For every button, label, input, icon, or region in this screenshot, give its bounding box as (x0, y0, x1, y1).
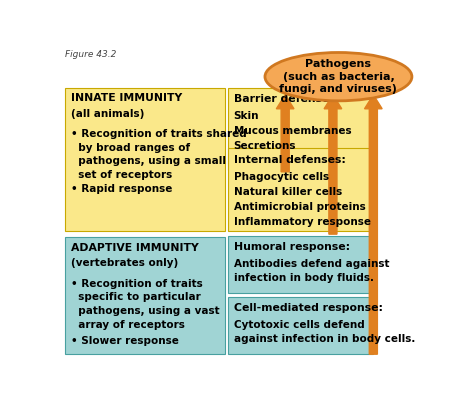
Text: Figure 43.2: Figure 43.2 (65, 50, 116, 59)
Text: Mucous membranes: Mucous membranes (234, 126, 351, 136)
Text: Cytotoxic cells defend
against infection in body cells.: Cytotoxic cells defend against infection… (234, 320, 415, 343)
Text: Phagocytic cells: Phagocytic cells (234, 172, 329, 182)
Text: • Recognition of traits
  specific to particular
  pathogens, using a vast
  arr: • Recognition of traits specific to part… (72, 279, 220, 330)
FancyBboxPatch shape (228, 296, 374, 354)
Text: ADAPTIVE IMMUNITY: ADAPTIVE IMMUNITY (72, 243, 199, 253)
FancyBboxPatch shape (65, 87, 225, 231)
Text: Natural killer cells: Natural killer cells (234, 187, 342, 197)
FancyArrow shape (324, 95, 342, 234)
Text: Inflammatory response: Inflammatory response (234, 217, 371, 227)
FancyBboxPatch shape (65, 237, 225, 354)
Text: Skin: Skin (234, 111, 259, 121)
Text: • Recognition of traits shared
  by broad ranges of
  pathogens, using a small
 : • Recognition of traits shared by broad … (72, 129, 247, 180)
Text: Antimicrobial proteins: Antimicrobial proteins (234, 202, 365, 212)
Text: Cell-mediated response:: Cell-mediated response: (234, 303, 383, 313)
Text: • Rapid response: • Rapid response (72, 183, 173, 194)
FancyBboxPatch shape (228, 236, 374, 293)
Text: Barrier defenses:: Barrier defenses: (234, 94, 340, 104)
Text: • Slower response: • Slower response (72, 337, 179, 346)
FancyArrow shape (276, 95, 294, 172)
FancyBboxPatch shape (228, 148, 374, 231)
Text: Secretions: Secretions (234, 141, 296, 151)
Text: Internal defenses:: Internal defenses: (234, 155, 346, 164)
FancyBboxPatch shape (228, 87, 374, 170)
Text: (all animals): (all animals) (72, 109, 145, 119)
Text: Antibodies defend against
infection in body fluids.: Antibodies defend against infection in b… (234, 259, 389, 283)
Text: Pathogens
(such as bacteria,
fungi, and viruses): Pathogens (such as bacteria, fungi, and … (280, 59, 397, 94)
Text: INNATE IMMUNITY: INNATE IMMUNITY (72, 93, 182, 103)
Text: Humoral response:: Humoral response: (234, 242, 350, 252)
FancyArrow shape (365, 95, 382, 354)
Text: (vertebrates only): (vertebrates only) (72, 258, 179, 269)
Ellipse shape (265, 53, 412, 101)
